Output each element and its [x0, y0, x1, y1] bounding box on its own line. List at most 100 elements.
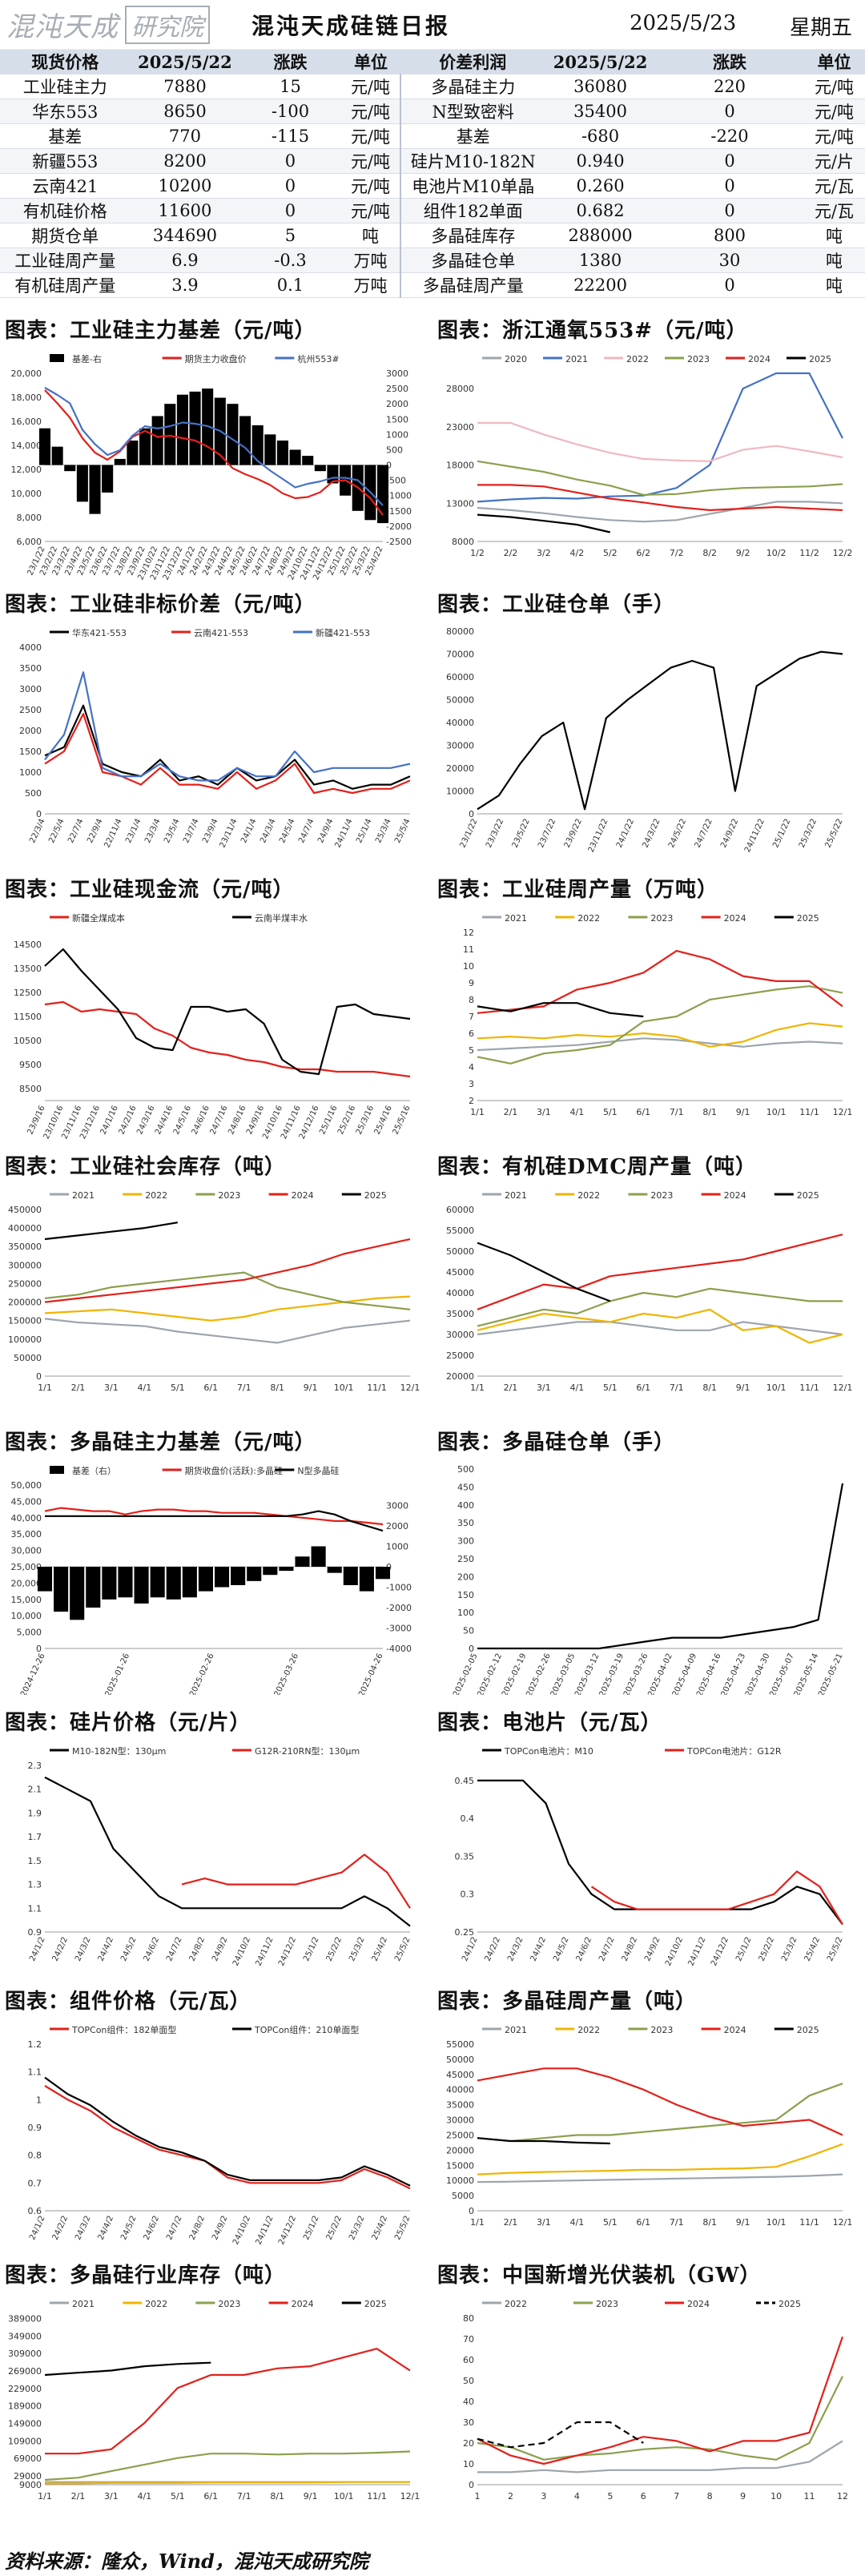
y-tick-label: 10,000 — [11, 489, 42, 499]
x-tick-label: 23/9/4 — [201, 818, 220, 845]
chart-svg-c1: 基差-右 期货主力收盘价 杭州553# 20,000 18,000 16,000 14,00… — [11, 353, 412, 582]
y-tick-label: 269000 — [8, 2366, 42, 2377]
y-tick-label: 2.3 — [28, 1761, 42, 1771]
series-line — [477, 2337, 844, 2465]
table-cell: 0.682 — [545, 198, 657, 223]
x-tick-label: 1/1 — [470, 1383, 485, 1393]
x-tick-label: 11/2 — [799, 548, 819, 558]
series-line — [477, 460, 843, 496]
report-weekday: 星期五 — [790, 16, 853, 40]
bar-mark — [64, 465, 76, 472]
chart-svg-c13: TOPCon组件：182单面型 TOPCon组件：210单面型 1.2 1.1 1 0.9… — [28, 2024, 412, 2246]
x-tick-label: 23/7/4 — [182, 818, 201, 845]
x-tick-label: 1/1 — [38, 2491, 52, 2502]
y-tick-label: 0.9 — [28, 2123, 42, 2133]
y-tick-label: 14,000 — [11, 441, 42, 451]
y-tick-label-right: 3000 — [386, 368, 408, 379]
x-tick-label: 3/1 — [537, 1107, 551, 1117]
x-tick-label: 3/1 — [104, 2491, 119, 2502]
y-tick-label: 200 — [457, 1572, 474, 1582]
table-cell: 云南421 — [0, 173, 131, 199]
y-tick-label-right: -1000 — [386, 491, 412, 501]
x-tick-label: 2 — [508, 2491, 513, 2502]
y-tick-label: 20000 — [446, 763, 474, 774]
y-tick-label: 20 — [463, 2438, 474, 2449]
series-line — [44, 1318, 411, 1344]
y-tick-label: 349000 — [8, 2331, 42, 2341]
y-tick-label: 150000 — [8, 1316, 42, 1326]
x-tick-label: 25/5/2 — [826, 1936, 845, 1963]
x-tick-label: 24/2/2 — [51, 1936, 70, 1963]
table-cell: 36080 — [545, 74, 657, 99]
x-tick-label: 25/5/2 — [393, 2215, 412, 2242]
bar-mark — [182, 1567, 197, 1598]
bar-mark — [376, 465, 389, 524]
bar-mark — [166, 1567, 181, 1600]
legend-label: 2025 — [797, 2025, 819, 2035]
x-tick-label: 25/2/2 — [758, 1936, 777, 1963]
table-cell: 11600 — [130, 198, 240, 223]
series-line — [44, 1507, 384, 1526]
x-tick-label: 12/1 — [833, 2217, 853, 2228]
y-tick-label: 0 — [469, 809, 474, 819]
series-line — [44, 1295, 411, 1322]
y-tick-label-right: -4000 — [386, 1644, 412, 1654]
series-line — [44, 1222, 178, 1241]
bar-mark — [375, 1567, 391, 1580]
y-tick-label: 0.3 — [461, 1890, 475, 1900]
x-tick-label: 2025-02-19 — [501, 1652, 529, 1695]
y-tick-label: 8500 — [19, 1084, 42, 1094]
y-tick-label: 30000 — [446, 2115, 474, 2126]
x-tick-label: 7 — [674, 2491, 679, 2502]
legend-label: 云南421-553 — [194, 628, 248, 638]
bar-mark — [189, 391, 201, 465]
x-tick-label: 25/3/2 — [348, 2215, 367, 2242]
table-cell: 多晶硅主力 — [400, 74, 545, 99]
table-cell: 35400 — [545, 99, 657, 124]
y-tick-label: 12 — [463, 928, 474, 938]
chart-title: 图表：组件价格（元/瓦） — [5, 1990, 251, 2014]
table-cell: 元/瓦 — [803, 173, 865, 199]
y-tick-label: 1 — [36, 2095, 42, 2105]
x-tick-label: 25/4/2 — [371, 1936, 390, 1963]
y-tick-label-right: 3000 — [386, 1501, 408, 1511]
bar-mark — [227, 404, 239, 465]
x-tick-label: 4/1 — [138, 1383, 152, 1393]
y-tick-label: 0.35 — [455, 1851, 475, 1862]
series-line — [181, 1854, 411, 1909]
y-tick-label-right: -3000 — [386, 1624, 412, 1634]
table-cell: 硅片M10-182N — [400, 148, 545, 174]
bar-mark — [102, 465, 114, 493]
y-tick-label: 18000 — [446, 461, 474, 471]
x-tick-label: 25/1/22 — [771, 818, 792, 850]
y-tick-label: 250 — [457, 1554, 474, 1564]
legend-label: 云南半煤丰水 — [255, 912, 308, 924]
x-tick-label: 1/2 — [470, 548, 485, 558]
table-cell: 元/吨 — [340, 74, 401, 99]
x-tick-label: 4/1 — [570, 1383, 585, 1393]
bar-mark — [239, 416, 251, 465]
series-line — [477, 2421, 644, 2449]
x-tick-label: 7/1 — [237, 1383, 251, 1393]
x-tick-label: 12/1 — [833, 1107, 853, 1117]
y-tick-label: 60 — [463, 2355, 474, 2365]
x-tick-label: 10/1 — [766, 2217, 787, 2228]
bar-mark — [311, 1546, 326, 1567]
y-tick-label: 20000 — [446, 2145, 474, 2155]
x-tick-label: 4 — [574, 2491, 580, 2502]
bar-mark — [327, 1567, 342, 1573]
y-tick-label: 1.3 — [28, 1880, 42, 1890]
y-tick-label: 350000 — [8, 1242, 42, 1252]
legend-label: 2025 — [364, 1190, 387, 1201]
legend-label: 期货主力收盘价 — [185, 353, 247, 364]
legend-swatch — [50, 354, 64, 362]
x-tick-label: 2025-03-19 — [598, 1652, 626, 1695]
y-tick-label: 30 — [463, 2417, 474, 2428]
x-tick-label: 9/1 — [736, 2217, 750, 2228]
x-tick-label: 12/1 — [833, 1383, 853, 1393]
chart-title: 图表：工业硅现金流（元/吨） — [5, 878, 295, 902]
y-tick-label: 2.1 — [28, 1785, 42, 1795]
report-header: 混沌天成 研究院 混沌天成硅链日报 2025/5/23 星期五 — [0, 0, 865, 50]
x-tick-label: 9/1 — [736, 1383, 750, 1393]
